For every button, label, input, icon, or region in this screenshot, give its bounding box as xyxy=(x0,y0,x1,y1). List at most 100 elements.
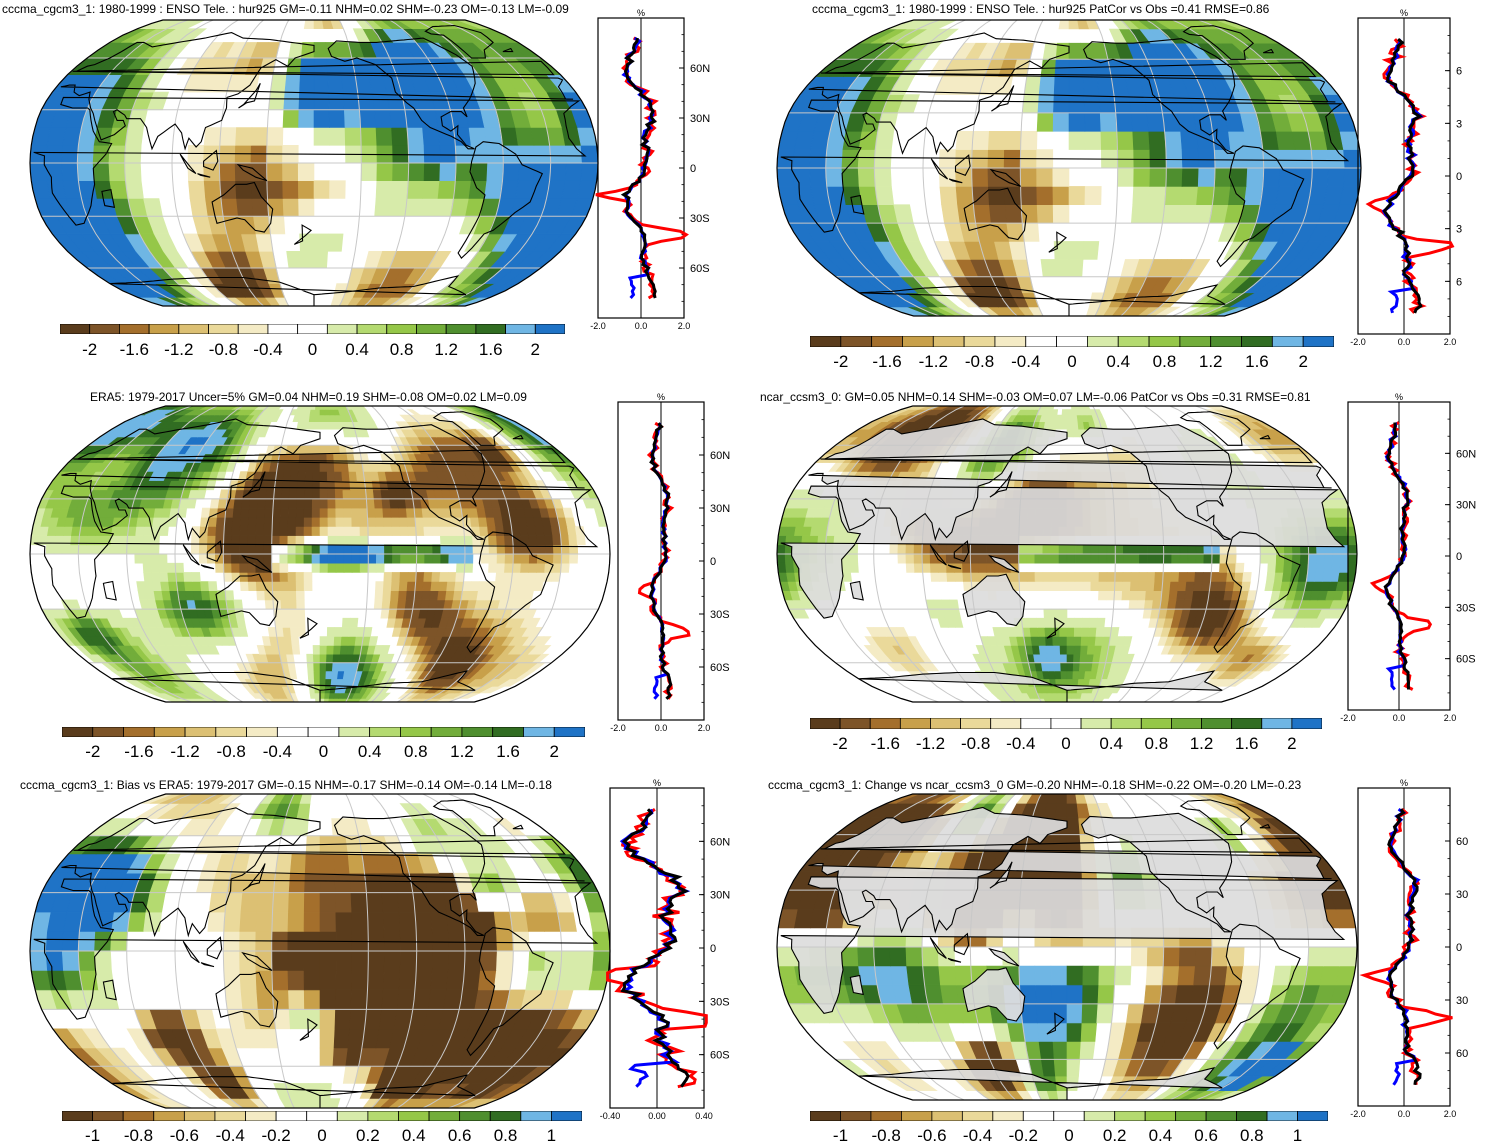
colorbar-label: 1.2 xyxy=(434,340,458,360)
colorbar-label: 1 xyxy=(547,1126,556,1146)
colorbar-swatch xyxy=(932,1111,962,1121)
panel-title: cccma_cgcm3_1: Bias vs ERA5: 1979-2017 G… xyxy=(20,778,552,792)
colorbar-label: 0.6 xyxy=(1194,1126,1218,1146)
colorbar-label: -1.2 xyxy=(164,340,193,360)
profile-lat-label: 30N xyxy=(690,113,710,125)
colorbar-swatch xyxy=(209,324,239,334)
colorbar-swatch xyxy=(149,324,179,334)
profile-lat-label: 60 xyxy=(1456,1048,1468,1060)
colorbar-swatch xyxy=(1303,336,1334,347)
profile-x-label: 0.0 xyxy=(1398,1109,1411,1119)
profile-lat-label: 3 xyxy=(1456,118,1462,130)
colorbar-swatch xyxy=(179,324,209,334)
profile-lat-label: 0 xyxy=(1456,171,1462,183)
colorbar-swatch xyxy=(1051,718,1081,729)
colorbar-label: -0.8 xyxy=(209,340,238,360)
colorbar-label: 0 xyxy=(1064,1126,1073,1146)
colorbar-label: 0.2 xyxy=(1103,1126,1127,1146)
colorbar-swatch xyxy=(1115,1111,1145,1121)
panel-title: cccma_cgcm3_1: 1980-1999 : ENSO Tele. : … xyxy=(2,2,569,16)
colorbar-swatch xyxy=(398,1111,429,1121)
colorbar-swatch xyxy=(991,718,1021,729)
panel-title: ERA5: 1979-2017 Uncer=5% GM=0.04 NHM=0.1… xyxy=(90,390,527,404)
colorbar-swatch xyxy=(460,1111,491,1121)
colorbar-swatch xyxy=(246,1111,277,1121)
colorbar-swatch xyxy=(870,718,900,729)
colorbar-swatch xyxy=(327,324,357,334)
colorbar-swatch xyxy=(1021,718,1051,729)
colorbar-swatch xyxy=(62,727,93,737)
colorbar-swatch xyxy=(840,1111,870,1121)
colorbar-label: -0.4 xyxy=(1006,734,1035,754)
profile-x-label: -2.0 xyxy=(1340,713,1356,723)
colorbar-label: 0.4 xyxy=(1106,352,1130,372)
colorbar-swatch xyxy=(554,727,585,737)
profile-unit: % xyxy=(637,8,645,18)
profile-lat-label: 60S xyxy=(690,263,710,275)
colorbar-swatch xyxy=(387,324,417,334)
profile-x-label: -0.40 xyxy=(600,1111,621,1121)
colorbar-label: -1.6 xyxy=(872,352,901,372)
colorbar xyxy=(62,727,585,737)
map-field xyxy=(28,792,612,1110)
colorbar-label: 0.8 xyxy=(1145,734,1169,754)
colorbar-label: 2 xyxy=(1298,352,1307,372)
colorbar-label: 0.4 xyxy=(1099,734,1123,754)
colorbar-swatch xyxy=(1298,1111,1328,1121)
colorbar-swatch xyxy=(238,324,268,334)
colorbar-swatch xyxy=(551,1111,582,1121)
colorbar-label: 0.2 xyxy=(356,1126,380,1146)
colorbar-swatch xyxy=(810,1111,840,1121)
colorbar-swatch xyxy=(476,324,506,334)
colorbar-label: -0.4 xyxy=(963,1126,992,1146)
colorbar-swatch xyxy=(400,727,431,737)
colorbar-swatch xyxy=(872,336,903,347)
colorbar-label: -0.4 xyxy=(216,1126,245,1146)
profile-lat-label: 0 xyxy=(710,556,716,568)
colorbar-swatch xyxy=(268,324,298,334)
colorbar-swatch xyxy=(1237,1111,1267,1121)
panel-title: ncar_ccsm3_0: GM=0.05 NHM=0.14 SHM=-0.03… xyxy=(760,390,1311,404)
profile-x-label: 0.0 xyxy=(635,321,648,331)
colorbar-swatch xyxy=(535,324,565,334)
colorbar-label: -0.2 xyxy=(1009,1126,1038,1146)
colorbar-swatch xyxy=(1267,1111,1297,1121)
profile-unit: % xyxy=(1400,778,1408,788)
profile-x-label: 0.0 xyxy=(1398,337,1411,347)
colorbar-label: -1.6 xyxy=(124,742,153,762)
colorbar-swatch xyxy=(93,1111,124,1121)
profile-x-label: 0.0 xyxy=(655,723,668,733)
profile-unit: % xyxy=(1400,8,1408,18)
colorbar-swatch xyxy=(1023,1111,1053,1121)
colorbar-label: 0 xyxy=(319,742,328,762)
profile-lat-label: 0 xyxy=(690,163,696,175)
profile-x-label: -2.0 xyxy=(1350,337,1366,347)
colorbar-swatch xyxy=(123,1111,154,1121)
colorbar-label: -0.8 xyxy=(872,1126,901,1146)
profile-lat-label: 60 xyxy=(1456,836,1468,848)
colorbar-swatch xyxy=(154,727,185,737)
profile-x-label: 0.40 xyxy=(695,1111,713,1121)
colorbar-label: 0.4 xyxy=(358,742,382,762)
map-field xyxy=(775,792,1359,1102)
colorbar-swatch xyxy=(490,1111,521,1121)
profile-x-label: 0.0 xyxy=(1393,713,1406,723)
colorbar-label: 0.4 xyxy=(345,340,369,360)
map-field xyxy=(775,18,1363,318)
colorbar-swatch xyxy=(462,727,493,737)
colorbar-swatch xyxy=(810,718,840,729)
colorbar-swatch xyxy=(307,1111,338,1121)
colorbar-label: 0.4 xyxy=(402,1126,426,1146)
panel-title: cccma_cgcm3_1: 1980-1999 : ENSO Tele. : … xyxy=(812,2,1269,16)
colorbar-label: -2 xyxy=(82,340,97,360)
colorbar-label: -1.6 xyxy=(871,734,900,754)
robinson-map xyxy=(28,792,612,1110)
panel-title: cccma_cgcm3_1: Change vs ncar_ccsm3_0 GM… xyxy=(768,778,1301,792)
profile-lat-label: 30S xyxy=(690,213,710,225)
colorbar-label: -1.6 xyxy=(120,340,149,360)
profile-lat-label: 0 xyxy=(1456,942,1462,954)
colorbar-swatch xyxy=(339,727,370,737)
